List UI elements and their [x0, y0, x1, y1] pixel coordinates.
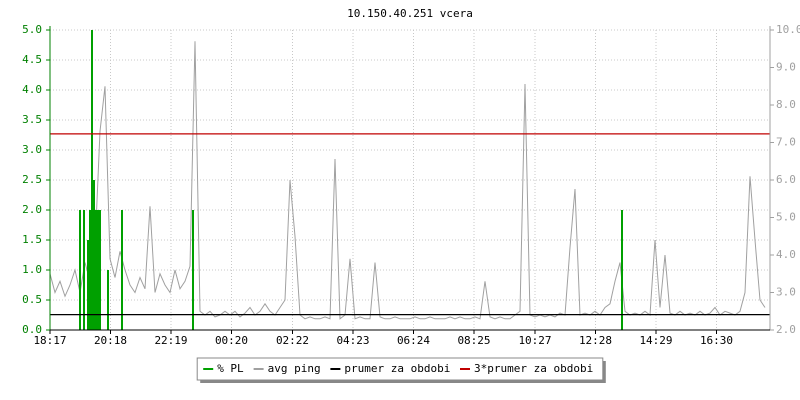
y2-tick-label: 8.0 [776, 98, 796, 111]
y-tick-label: 0.0 [22, 323, 42, 336]
x-tick-label: 14:29 [639, 334, 672, 347]
x-tick-label: 16:30 [700, 334, 733, 347]
y-tick-label: 5.0 [22, 23, 42, 36]
y2-tick-label: 7.0 [776, 136, 796, 149]
x-tick-label: 10:27 [518, 334, 551, 347]
x-tick-label: 00:20 [215, 334, 248, 347]
y-tick-label: 3.5 [22, 113, 42, 126]
x-tick-label: 22:19 [154, 334, 187, 347]
x-tick-label: 18:17 [33, 334, 66, 347]
x-tick-label: 02:22 [276, 334, 309, 347]
x-tick-label: 04:23 [336, 334, 369, 347]
y2-tick-label: 9.0 [776, 61, 796, 74]
legend-label: prumer za obdobi [344, 362, 450, 375]
y-tick-label: 4.0 [22, 83, 42, 96]
y2-tick-label: 4.0 [776, 248, 796, 261]
y2-tick-label: 5.0 [776, 211, 796, 224]
y2-tick-label: 10.0 [776, 23, 800, 36]
y-tick-label: 0.5 [22, 293, 42, 306]
x-tick-label: 06:24 [397, 334, 430, 347]
y2-tick-label: 6.0 [776, 173, 796, 186]
y-tick-label: 2.5 [22, 173, 42, 186]
legend-label: 3*prumer za obdobi [474, 362, 593, 375]
y-tick-label: 2.0 [22, 203, 42, 216]
y-tick-label: 3.0 [22, 143, 42, 156]
x-tick-label: 12:28 [579, 334, 612, 347]
chart-title: 10.150.40.251 vcera [347, 7, 473, 20]
y-tick-label: 4.5 [22, 53, 42, 66]
y2-tick-label: 2.0 [776, 323, 796, 336]
x-tick-label: 08:25 [457, 334, 490, 347]
legend-label: avg ping [268, 362, 321, 375]
legend-label: % PL [217, 362, 244, 375]
legend-box [196, 357, 604, 381]
y-tick-label: 1.0 [22, 263, 42, 276]
y2-tick-label: 3.0 [776, 286, 796, 299]
x-tick-label: 20:18 [94, 334, 127, 347]
ping-line [49, 41, 766, 320]
y-tick-label: 1.5 [22, 233, 42, 246]
